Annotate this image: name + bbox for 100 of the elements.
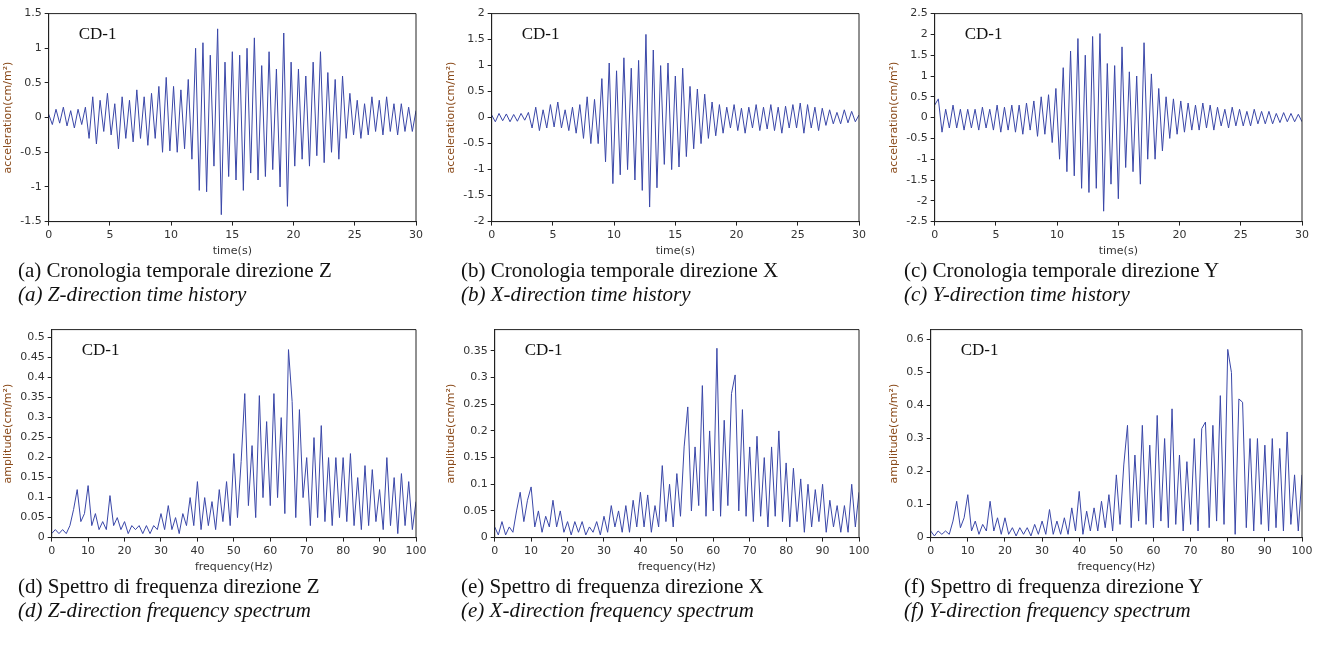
y-tick-label: 0.2 <box>470 423 488 437</box>
x-axis-title: time(s) <box>212 244 252 258</box>
text: (d) Spettro di frequenza direzione Z <box>17 574 320 598</box>
x-tick-label: 20 <box>286 228 301 242</box>
x-tick-label: 30 <box>852 228 866 242</box>
y-tick-label: 0.2 <box>906 464 924 478</box>
annotation: CD-1 <box>78 23 117 43</box>
text: (c) Y-direction time history <box>903 282 1130 306</box>
y-tick-label: -2 <box>916 193 928 207</box>
y-tick-label: -0.5 <box>906 131 928 145</box>
x-tick-label: 10 <box>81 544 96 558</box>
x-tick-label: 5 <box>549 228 557 242</box>
y-tick-label: -0.5 <box>463 136 485 150</box>
y-tick-label: 1.5 <box>910 48 928 62</box>
x-tick-label: 100 <box>405 544 427 558</box>
y-tick-label: 0 <box>920 110 928 124</box>
x-tick-label: 50 <box>1109 544 1124 558</box>
y-tick-label: 0.6 <box>906 332 924 346</box>
x-axis-title: time(s) <box>655 244 695 258</box>
annotation: CD-1 <box>524 339 563 359</box>
y-tick-label: 0.3 <box>27 410 45 424</box>
y-tick-label: 0.4 <box>27 370 45 384</box>
y-tick-label: 0.5 <box>24 75 42 89</box>
y-tick-label: 0.1 <box>906 497 924 511</box>
x-tick-label: 25 <box>347 228 362 242</box>
x-tick-label: 70 <box>1183 544 1198 558</box>
x-tick-label: 50 <box>226 544 241 558</box>
annotation: CD-1 <box>521 23 560 43</box>
text: (b) X-direction time history <box>460 282 691 306</box>
y-tick-label: 0.3 <box>470 370 488 384</box>
x-tick-label: 25 <box>1233 228 1248 242</box>
y-tick-label: -1 <box>473 162 485 176</box>
text: (a) Z-direction time history <box>17 282 247 306</box>
y-tick-label: 1 <box>920 68 928 82</box>
x-tick-label: 30 <box>1295 228 1309 242</box>
x-tick-label: 20 <box>729 228 744 242</box>
x-tick-label: 5 <box>106 228 114 242</box>
y-tick-label: 0.5 <box>27 330 45 344</box>
x-tick-label: 20 <box>117 544 132 558</box>
y-tick-label: 0 <box>916 530 924 544</box>
y-tick-label: -1.5 <box>20 214 42 228</box>
x-tick-label: 10 <box>164 228 179 242</box>
text: (b) Cronologia temporale direzione X <box>460 258 779 282</box>
x-tick-label: 30 <box>153 544 168 558</box>
text: (d) Z-direction frequency spectrum <box>17 598 311 622</box>
y-axis-title: acceleration(cm/m²) <box>1 61 15 174</box>
y-tick-label: 0.05 <box>20 510 45 524</box>
annotation: CD-1 <box>964 23 1003 43</box>
x-tick-label: 30 <box>409 228 423 242</box>
x-tick-label: 20 <box>1172 228 1187 242</box>
x-tick-label: 40 <box>190 544 205 558</box>
y-axis-title: amplitude(cm/m²) <box>444 383 458 484</box>
x-tick-label: 50 <box>669 544 684 558</box>
y-tick-label: -1.5 <box>906 172 928 186</box>
y-tick-label: 0 <box>37 530 45 544</box>
x-tick-label: 10 <box>524 544 539 558</box>
y-axis-title: acceleration(cm/m²) <box>444 61 458 174</box>
y-tick-label: 0.5 <box>910 89 928 103</box>
y-tick-label: 0 <box>34 110 42 124</box>
x-tick-label: 5 <box>992 228 1000 242</box>
y-tick-label: 1.5 <box>24 6 42 20</box>
x-tick-label: 60 <box>706 544 721 558</box>
y-tick-label: 0.35 <box>463 343 488 357</box>
y-tick-label: 0.5 <box>906 365 924 379</box>
y-tick-label: 0.2 <box>27 450 45 464</box>
x-tick-label: 60 <box>1146 544 1161 558</box>
y-tick-label: 0.1 <box>27 490 45 504</box>
x-tick-label: 30 <box>596 544 611 558</box>
text: (f) Spettro di frequenza direzione Y <box>903 574 1204 598</box>
x-tick-label: 80 <box>1220 544 1235 558</box>
y-axis-title: acceleration(cm/m²) <box>887 61 901 174</box>
y-tick-label: -2 <box>473 214 485 228</box>
text: (f) Y-direction frequency spectrum <box>903 598 1191 622</box>
y-tick-label: 0.15 <box>20 470 45 484</box>
y-tick-label: 2.5 <box>910 6 928 20</box>
y-tick-label: -1 <box>916 152 928 166</box>
y-axis-title: amplitude(cm/m²) <box>1 383 15 484</box>
x-tick-label: 30 <box>1035 544 1050 558</box>
annotation: CD-1 <box>81 339 120 359</box>
y-tick-label: 0.3 <box>906 431 924 445</box>
x-tick-label: 0 <box>931 228 939 242</box>
x-axis-title: frequency(Hz) <box>1077 560 1156 574</box>
x-tick-label: 100 <box>848 544 870 558</box>
x-tick-label: 10 <box>607 228 622 242</box>
y-tick-label: 1 <box>477 58 485 72</box>
x-tick-label: 40 <box>633 544 648 558</box>
x-tick-label: 10 <box>960 544 975 558</box>
text: (e) Spettro di frequenza direzione X <box>460 574 764 598</box>
y-tick-label: 0.35 <box>20 390 45 404</box>
y-tick-label: 0.05 <box>463 503 488 517</box>
y-tick-label: 0.15 <box>463 450 488 464</box>
x-tick-label: 70 <box>299 544 314 558</box>
x-tick-label: 90 <box>815 544 830 558</box>
annotation: CD-1 <box>960 339 999 359</box>
y-tick-label: 0 <box>477 110 485 124</box>
y-tick-label: -1.5 <box>463 188 485 202</box>
x-tick-label: 0 <box>491 544 499 558</box>
x-tick-label: 15 <box>1111 228 1126 242</box>
text: (e) X-direction frequency spectrum <box>460 598 754 622</box>
x-tick-label: 80 <box>779 544 794 558</box>
